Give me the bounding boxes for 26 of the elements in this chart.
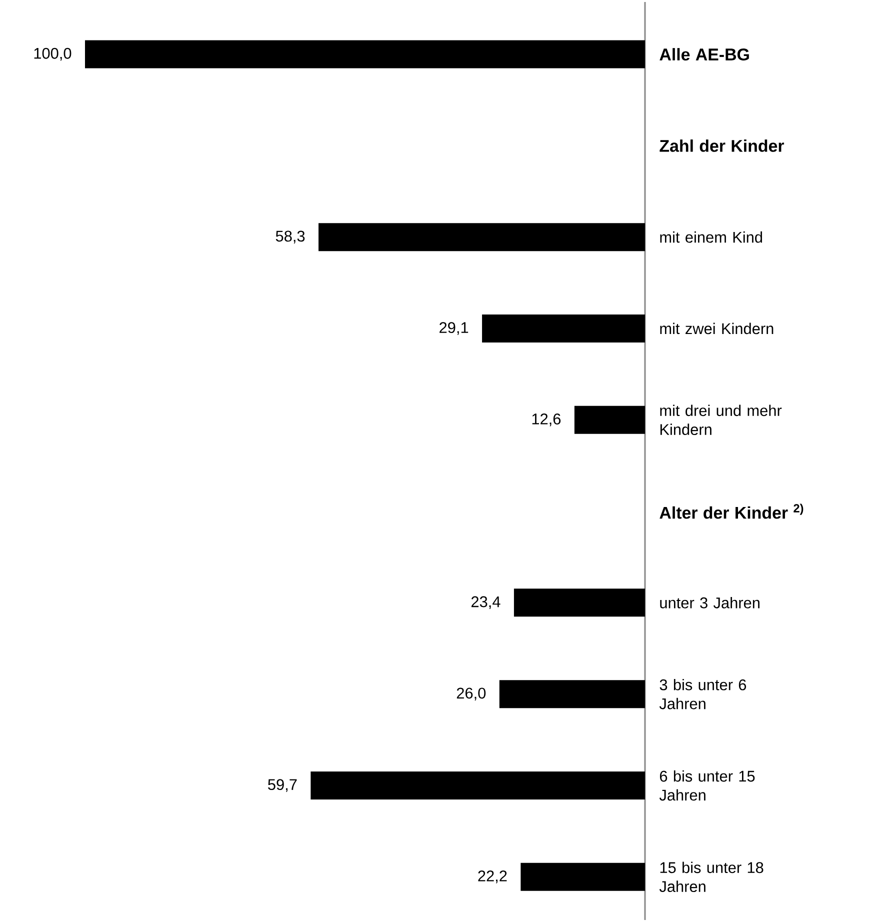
data-label: 29,1 [440, 322, 468, 335]
y-tick-label: 15 bis unter 18 Jahren [659, 862, 764, 892]
data-label: 100,0 [34, 48, 72, 61]
y-tick-label: 6 bis unter 15 Jahren [659, 770, 755, 801]
data-label: 58,3 [276, 230, 305, 244]
bar [514, 588, 645, 617]
bar [482, 314, 645, 342]
bar [310, 771, 645, 800]
bar [318, 223, 645, 252]
bar [574, 406, 645, 434]
y-tick-label: Alle AE-BG [660, 48, 749, 61]
data-label: 12,6 [532, 414, 561, 426]
data-label: 59,7 [268, 779, 297, 792]
data-label: 22,2 [478, 870, 507, 884]
data-label: 23,4 [471, 596, 500, 610]
y-tick-label: unter 3 Jahren [660, 597, 760, 608]
y-tick-label: mit zwei Kindern [660, 322, 774, 334]
data-label: 26,0 [456, 688, 486, 700]
y-tick-label: Alter der Kinder $^{2)}$ [660, 504, 804, 519]
y-tick-label: mit drei und mehr Kindern [660, 404, 782, 436]
bar [84, 40, 645, 68]
bar [499, 680, 645, 708]
bar [520, 862, 645, 891]
y-tick-label: 3 bis unter 6 Jahren [659, 678, 746, 710]
y-tick-label: Zahl der Kinder [660, 139, 784, 152]
y-tick-label: mit einem Kind [660, 231, 762, 243]
